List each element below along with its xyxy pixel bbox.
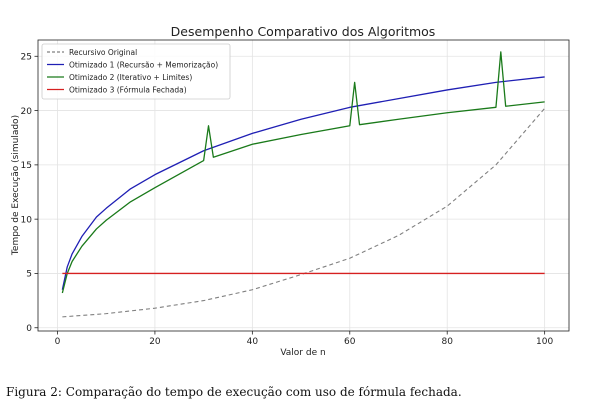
legend-entry: Otimizado 1 (Recursão + Memorização) <box>69 60 218 69</box>
figure-caption: Figura 2: Comparação do tempo de execuçã… <box>6 385 462 399</box>
legend-entry: Otimizado 3 (Fórmula Fechada) <box>69 85 187 94</box>
x-tick-label: 100 <box>536 337 553 347</box>
y-tick-label: 15 <box>21 161 32 171</box>
series-line-2 <box>61 76 545 290</box>
line-chart: Desempenho Comparativo dos Algoritmos 0 2… <box>11 24 570 358</box>
legend: Recursivo Original Otimizado 1 (Recursão … <box>41 43 231 100</box>
x-tick-label: 20 <box>149 337 161 347</box>
y-tick-label: 25 <box>21 52 32 62</box>
x-axis-label: Valor de n <box>280 348 325 358</box>
x-tick-label: 40 <box>247 337 259 347</box>
series-lines <box>61 51 546 318</box>
plot-frame <box>37 39 570 332</box>
x-tick-label: 60 <box>344 337 356 347</box>
series-line-1 <box>62 108 546 318</box>
y-axis-ticks: 0 5 10 15 20 25 <box>21 52 38 334</box>
chart-title: Desempenho Comparativo dos Algoritmos <box>171 24 436 39</box>
x-axis-ticks: 0 20 40 60 80 100 <box>55 331 554 347</box>
y-tick-label: 5 <box>26 270 32 280</box>
series-line-3 <box>61 51 545 294</box>
y-axis-label: Tempo de Execução (simulado) <box>11 115 21 256</box>
y-tick-label: 0 <box>26 324 32 334</box>
y-tick-label: 10 <box>21 215 33 225</box>
legend-entry: Recursivo Original <box>69 48 137 57</box>
y-tick-label: 20 <box>21 107 33 117</box>
x-tick-label: 80 <box>441 337 453 347</box>
legend-entry: Otimizado 2 (Iterativo + Limites) <box>69 73 192 82</box>
x-tick-label: 0 <box>55 337 61 347</box>
legend-box <box>41 43 231 100</box>
